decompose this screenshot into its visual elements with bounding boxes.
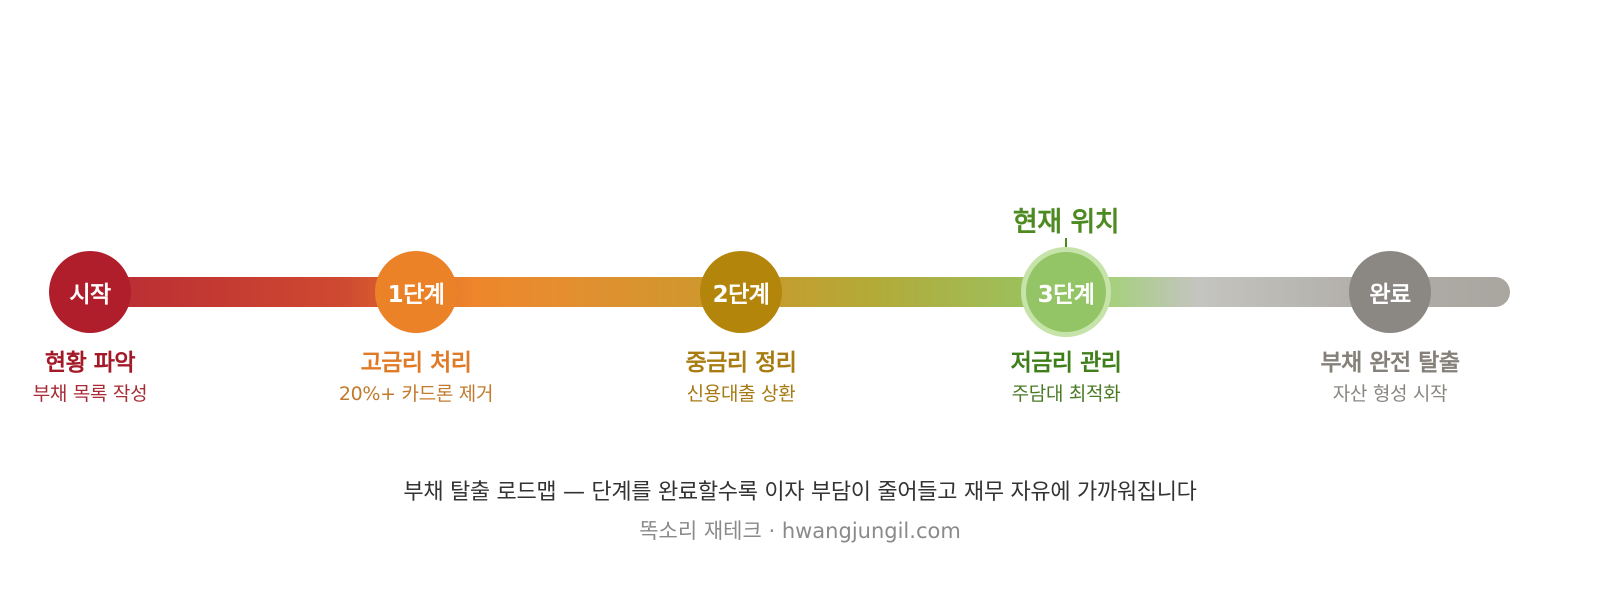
stage-description: 자산 형성 시작 — [1332, 383, 1448, 405]
stage-label-start: 현황 파악 부채 목록 작성 — [0, 347, 220, 409]
current-position-marker: 현재 위치 — [1012, 207, 1120, 238]
stage-title: 부채 완전 탈출 — [1320, 350, 1460, 376]
stage-node-complete: 완료 — [1349, 251, 1431, 333]
stage-node-2: 2단계 — [700, 251, 782, 333]
roadmap-track — [90, 277, 1510, 307]
stage-description: 부채 목록 작성 — [32, 383, 148, 405]
stage-title: 저금리 관리 — [1010, 350, 1122, 376]
current-position-tick — [1065, 238, 1067, 250]
stage-title: 현황 파악 — [44, 350, 136, 376]
stage-node-1: 1단계 — [375, 251, 457, 333]
stage-label-complete: 부채 완전 탈출 자산 형성 시작 — [1260, 347, 1520, 409]
source-credit: 똑소리 재테크 · hwangjungil.com — [639, 519, 961, 543]
stage-description: 신용대출 상환 — [686, 383, 796, 405]
stage-description: 주담대 최적화 — [1011, 383, 1121, 405]
stage-title: 중금리 정리 — [685, 350, 797, 376]
roadmap-caption: 부채 탈출 로드맵 — 단계를 완료할수록 이자 부담이 줄어들고 재무 자유에… — [403, 480, 1197, 505]
stage-description: 20%+ 카드론 제거 — [338, 383, 494, 405]
stage-label-2: 중금리 정리 신용대출 상환 — [611, 347, 871, 409]
stage-node-3: 3단계 — [1021, 247, 1111, 337]
stage-node-start: 시작 — [49, 251, 131, 333]
stage-label-1: 고금리 처리 20%+ 카드론 제거 — [286, 347, 546, 409]
stage-label-3: 저금리 관리 주담대 최적화 — [936, 347, 1196, 409]
stage-title: 고금리 처리 — [360, 350, 472, 376]
